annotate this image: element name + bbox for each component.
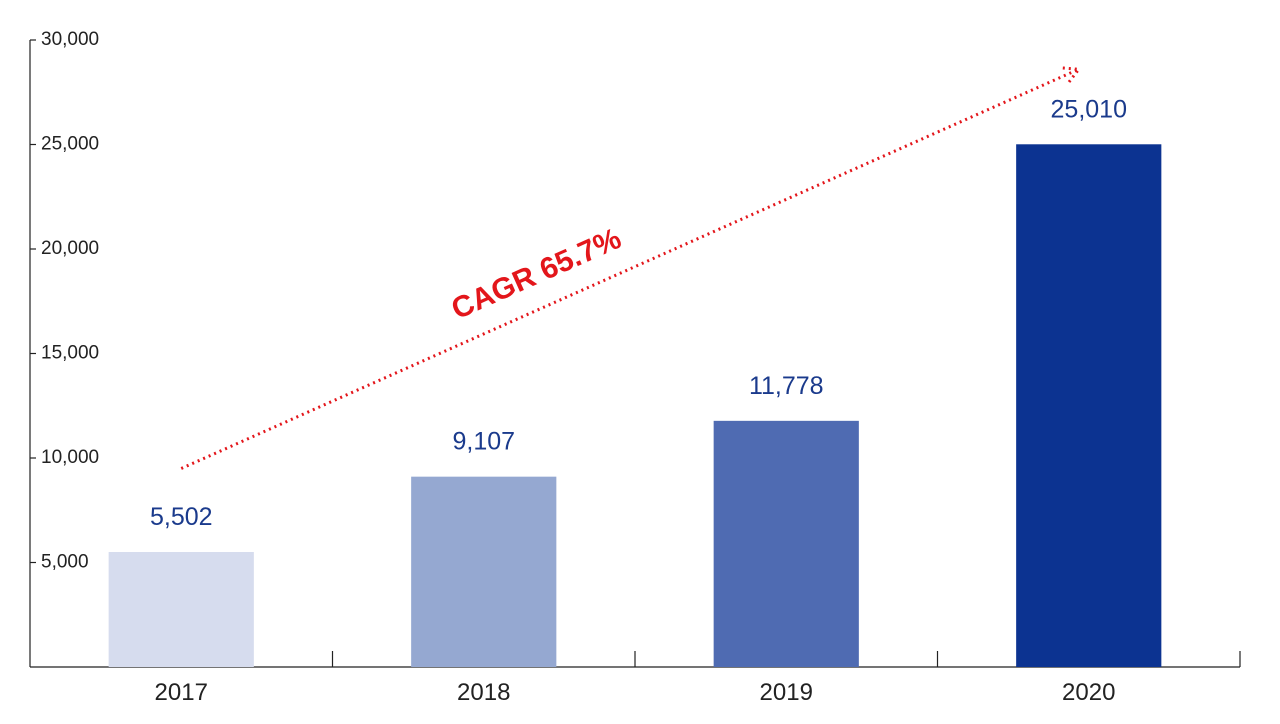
y-tick-label: 20,000 [41, 238, 99, 259]
data-label-2019: 11,778 [749, 372, 824, 400]
data-label-2018: 9,107 [452, 428, 515, 456]
bar-2020 [1016, 144, 1162, 667]
cagr-trend-arrow-line [180, 67, 1080, 470]
y-tick-label: 5,000 [41, 552, 89, 573]
bar-2019 [713, 420, 859, 667]
x-tick-label: 2017 [155, 679, 208, 706]
data-label-2020: 25,010 [1051, 95, 1127, 123]
y-axis: 5,000 10,000 15,000 20,000 25,000 30,000 [29, 29, 99, 667]
x-tick-label: 2018 [457, 679, 510, 706]
y-tick-label: 10,000 [41, 447, 99, 468]
y-tick-label: 30,000 [41, 29, 99, 50]
bar-2018 [411, 476, 557, 667]
cagr-annotation: CAGR 65.7% [180, 66, 1082, 470]
bar-2017 [108, 552, 254, 667]
x-axis: 2017 2018 2019 2020 [30, 651, 1241, 706]
cagr-label: CAGR 65.7% [447, 222, 626, 326]
y-tick-label: 15,000 [41, 343, 99, 364]
bars [108, 144, 1162, 667]
data-label-2017: 5,502 [150, 503, 213, 531]
y-tick-label: 25,000 [41, 134, 99, 155]
x-tick-label: 2020 [1062, 679, 1115, 706]
value-labels: 5,502 9,107 11,778 25,010 [150, 95, 1127, 531]
x-tick-label: 2019 [760, 679, 813, 706]
